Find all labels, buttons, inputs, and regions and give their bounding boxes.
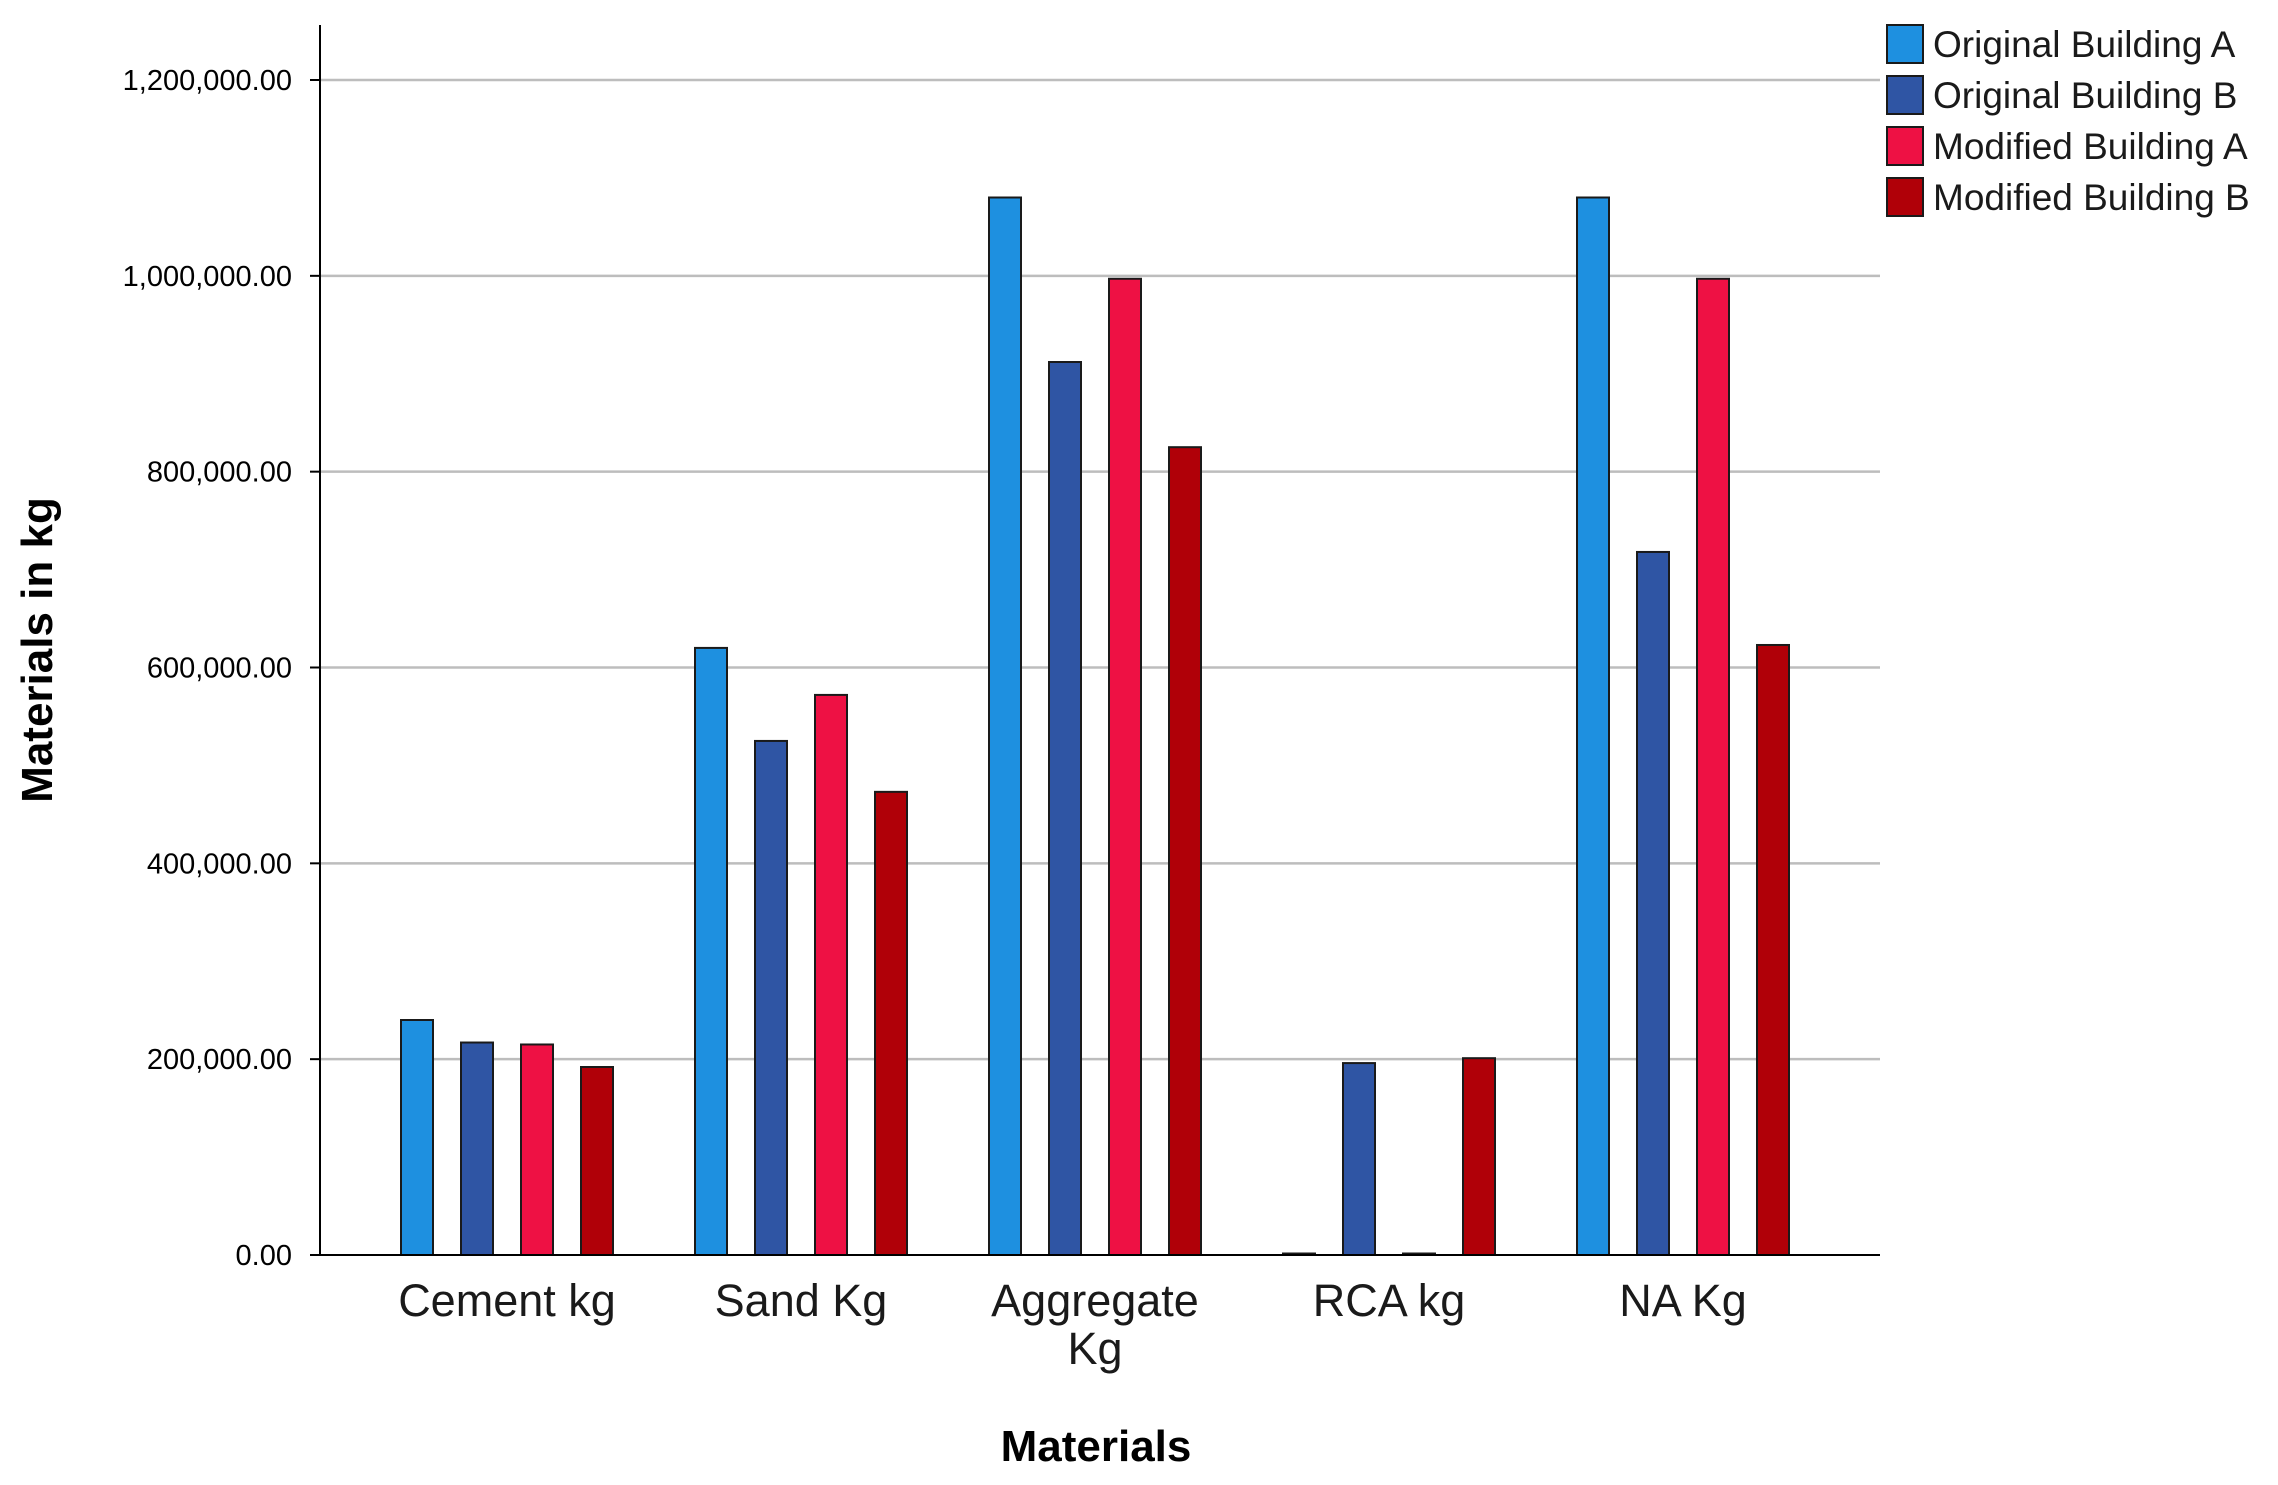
bar-original-building-b: [1048, 361, 1082, 1256]
legend: Original Building A Original Building B Mo…: [1886, 24, 2250, 218]
bar-modified-building-b: [874, 790, 908, 1257]
bar-original-building-b: [754, 739, 788, 1256]
x-category-label: RCA kg: [1313, 1275, 1466, 1326]
y-tick-label: 800,000.00: [147, 457, 292, 489]
legend-swatch: [1886, 177, 1924, 217]
bar-modified-building-b: [1462, 1057, 1496, 1256]
x-category-label: Aggregate: [991, 1275, 1199, 1326]
bar-original-building-a: [988, 196, 1022, 1256]
bar-original-building-a: [1576, 196, 1610, 1256]
y-tick-label: 1,000,000.00: [123, 261, 292, 293]
bar-modified-building-a: [520, 1043, 554, 1256]
bar-original-building-b: [1342, 1062, 1376, 1257]
y-tick-label: 400,000.00: [147, 848, 292, 880]
bar-modified-building-a: [1108, 277, 1142, 1257]
y-tick-labels: 0.00 200,000.00 400,000.00 600,000.00 800,00…: [123, 65, 320, 1272]
x-category-label: NA Kg: [1619, 1275, 1747, 1326]
legend-label: Original Building B: [1933, 75, 2237, 116]
legend-label: Modified Building B: [1933, 177, 2250, 218]
y-tick-label: 200,000.00: [147, 1044, 292, 1076]
bar-modified-building-b: [1756, 643, 1790, 1256]
x-category-label: Sand Kg: [715, 1275, 888, 1326]
bar-modified-building-a: [814, 693, 848, 1256]
bar-original-building-a: [400, 1019, 434, 1256]
y-tick-label: 600,000.00: [147, 653, 292, 685]
legend-swatch: [1886, 126, 1924, 166]
bar-modified-building-a: [1696, 277, 1730, 1257]
axes: [319, 25, 1880, 1256]
y-tick-label: 0.00: [236, 1240, 292, 1272]
legend-swatch: [1886, 75, 1924, 115]
bar-modified-building-b: [580, 1066, 614, 1256]
legend-label: Original Building A: [1933, 24, 2236, 65]
bar-original-building-b: [1636, 550, 1670, 1256]
legend-swatch: [1886, 24, 1924, 64]
bar-modified-building-b: [1168, 446, 1202, 1256]
bar-original-building-b: [460, 1041, 494, 1257]
y-axis-title: Materials in kg: [13, 497, 62, 803]
x-axis-title: Materials: [1001, 1422, 1192, 1471]
x-category-label: Cement kg: [398, 1275, 616, 1326]
bar-original-building-a: [694, 646, 728, 1256]
gridlines: [320, 78, 1880, 1061]
y-tick-label: 1,200,000.00: [123, 65, 292, 97]
bars: [400, 196, 1790, 1257]
x-category-label: Kg: [1067, 1323, 1122, 1374]
legend-label: Modified Building A: [1933, 126, 2248, 167]
